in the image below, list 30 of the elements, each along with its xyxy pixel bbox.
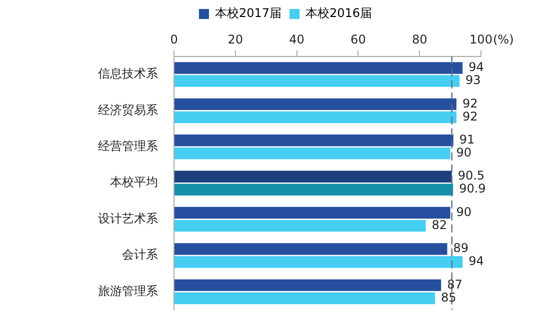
y-tick-label: 经营管理系	[98, 139, 158, 154]
x-tick-label: 0	[170, 32, 178, 46]
data-label: 90.9	[459, 182, 486, 196]
data-label: 94	[468, 254, 484, 268]
y-tick-label: 设计艺术系	[98, 211, 158, 226]
data-label: 92	[462, 96, 478, 110]
legend-label: 本校2016届	[306, 6, 372, 20]
y-tick-label: 经济贸易系	[98, 102, 158, 117]
y-tick-label: 本校平均	[110, 175, 158, 190]
data-label: 91	[459, 132, 475, 147]
x-tick-label: 100	[470, 32, 492, 46]
data-label: 89	[453, 241, 469, 256]
data-label: 90	[456, 146, 472, 160]
data-label: 82	[432, 218, 448, 232]
data-label: 90	[456, 204, 472, 219]
data-label: 92	[462, 109, 478, 124]
y-tick-label: 会计系	[122, 248, 158, 262]
legend-label: 本校2017届	[214, 6, 282, 20]
y-tick-label: 信息技术系	[98, 66, 158, 81]
data-label: 87	[447, 277, 462, 292]
y-tick-label: 旅游管理系	[98, 284, 158, 298]
data-label: 85	[440, 290, 456, 304]
x-tick-label: 60	[350, 32, 366, 46]
data-label: 93	[466, 73, 481, 88]
data-label: 90.5	[458, 168, 485, 183]
x-tick-label: 40	[289, 32, 304, 46]
x-axis-title: (%)	[493, 32, 514, 47]
x-tick-label: 80	[412, 32, 428, 46]
data-label: 94	[468, 60, 484, 74]
x-tick-label: 20	[228, 32, 244, 46]
